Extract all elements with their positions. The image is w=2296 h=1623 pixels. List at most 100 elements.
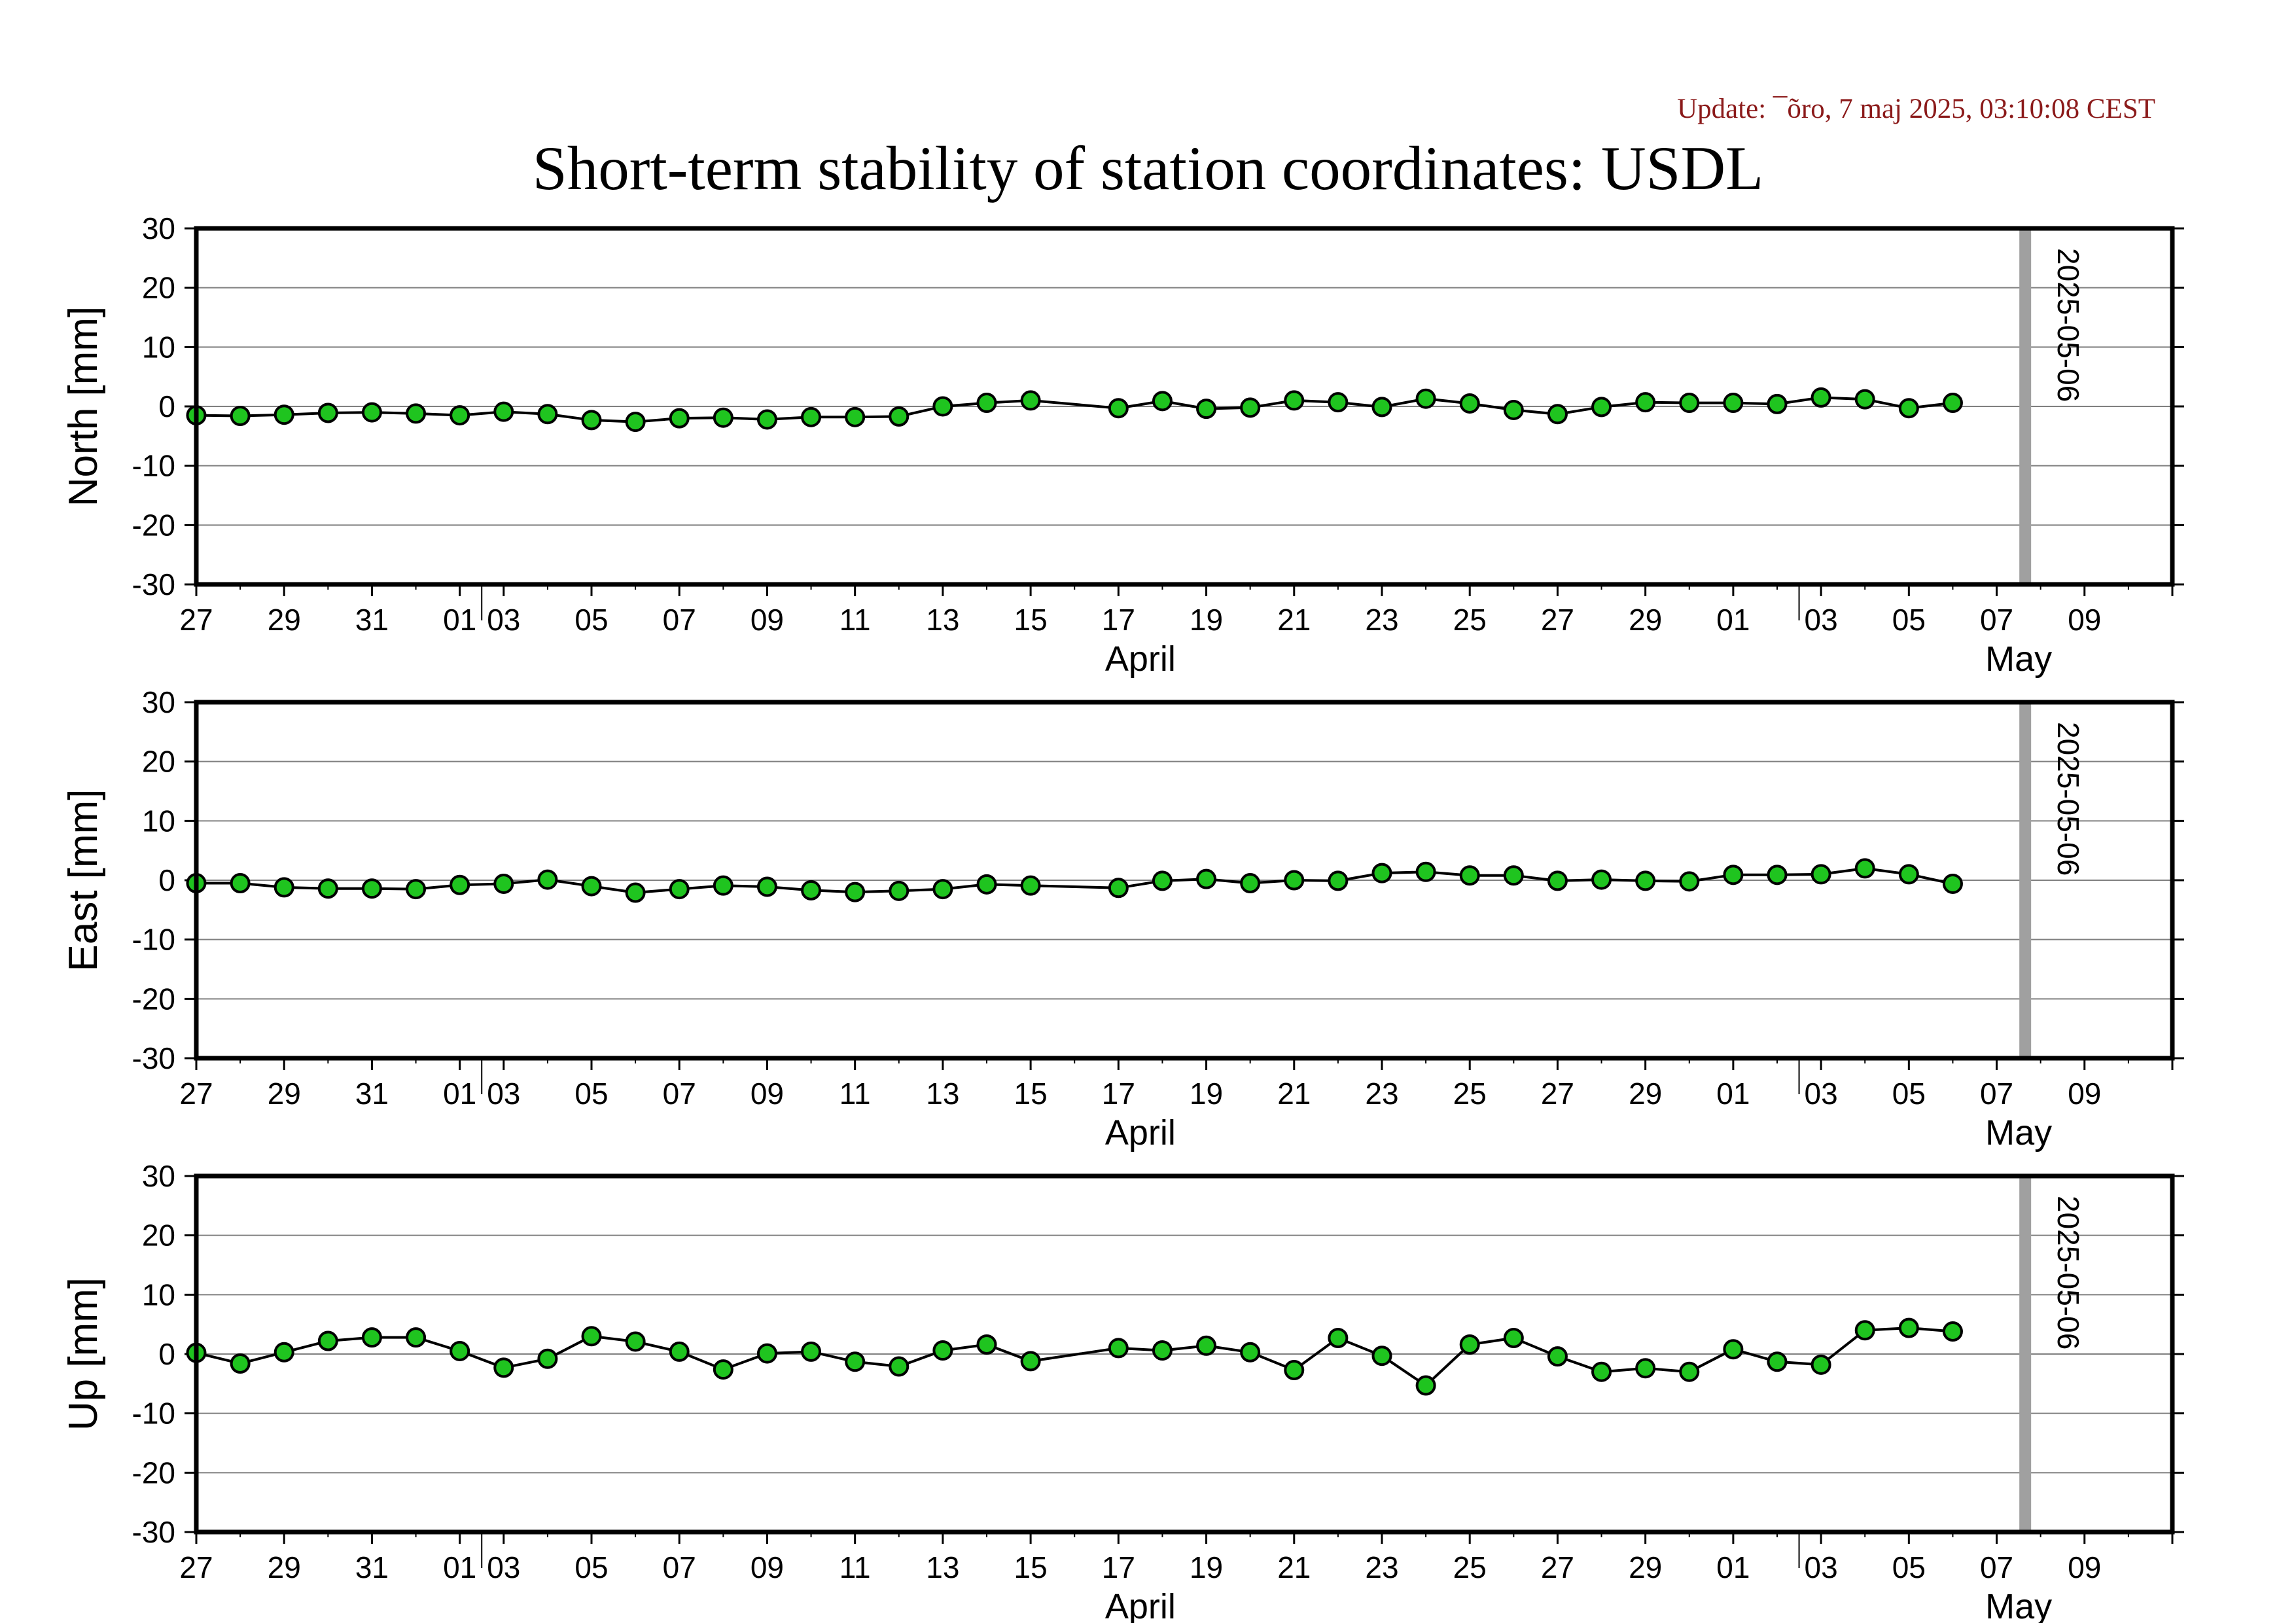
- east-xtick-label: 29: [1629, 1077, 1662, 1111]
- east-xtick-label: 07: [1980, 1077, 2013, 1111]
- up-data-point: [976, 1334, 997, 1355]
- north-data-point: [801, 406, 822, 427]
- east-xtick-label: 29: [268, 1077, 301, 1111]
- up-ytick-label: -30: [132, 1515, 175, 1549]
- north-data-point: [1503, 399, 1524, 420]
- up-data-point: [493, 1357, 514, 1378]
- north-xtick-label: 05: [1892, 603, 1926, 637]
- up-date-marker-label: 2025-05-06: [2051, 1196, 2085, 1349]
- north-ytick-label: 20: [142, 271, 175, 305]
- east-ytick-label: -30: [132, 1041, 175, 1075]
- up-xtick-label: 19: [1190, 1550, 1223, 1584]
- east-xtick-label: 07: [663, 1077, 696, 1111]
- up-data-point: [1635, 1358, 1656, 1379]
- north-plot-frame: [194, 226, 2175, 587]
- up-data-point: [1591, 1361, 1612, 1382]
- up-data-point: [1942, 1321, 1963, 1342]
- up-data-point: [1152, 1340, 1173, 1361]
- north-data-point: [1371, 397, 1392, 418]
- up-xtick-label: 05: [574, 1550, 608, 1584]
- up-xtick-label: 11: [839, 1550, 871, 1584]
- up-data-point: [317, 1330, 338, 1351]
- up-xtick-label: 01: [443, 1550, 476, 1584]
- north-data-point: [756, 409, 777, 430]
- north-xtick-label: 03: [487, 603, 520, 637]
- up-data-point: [1328, 1328, 1349, 1349]
- east-xtick-label: 05: [574, 1077, 608, 1111]
- up-xtick-label: 23: [1365, 1550, 1398, 1584]
- up-data-point: [889, 1356, 910, 1377]
- north-data-point: [625, 412, 646, 433]
- up-xtick-label: 07: [663, 1550, 696, 1584]
- north-data-point: [932, 396, 953, 417]
- east-data-point: [1240, 873, 1261, 894]
- north-data-point: [1635, 392, 1656, 413]
- chart-east: 30 20 10 0 -10 -20 -30 East [mm] 27 29 31 01 03 05 07 0…: [61, 685, 2184, 1152]
- north-data-point: [361, 402, 382, 423]
- up-data-point: [1679, 1361, 1700, 1382]
- east-xtick-label: 01: [1716, 1077, 1750, 1111]
- up-xtick-label: 13: [926, 1550, 959, 1584]
- east-data-point: [1854, 858, 1875, 879]
- up-ytick-label: -10: [132, 1397, 175, 1431]
- east-xtick-label: 01: [443, 1077, 476, 1111]
- east-xtick-label: 09: [751, 1077, 784, 1111]
- east-data-point: [1108, 878, 1129, 899]
- up-data-point: [537, 1348, 558, 1369]
- north-xtick-label: 01: [443, 603, 476, 637]
- north-month-label: May: [1985, 639, 2052, 679]
- north-xtick-label: 15: [1014, 603, 1048, 637]
- east-data-point: [1635, 870, 1656, 891]
- up-data-point: [1240, 1342, 1261, 1363]
- up-data-point: [1108, 1338, 1129, 1359]
- north-xtick-label: 27: [1541, 603, 1574, 637]
- up-xtick-label: 29: [268, 1550, 301, 1584]
- north-xtick-label: 21: [1277, 603, 1311, 637]
- north-data-point: [493, 401, 514, 422]
- up-xtick-label: 27: [179, 1550, 213, 1584]
- north-data-point: [274, 404, 294, 425]
- east-xtick-label: 09: [2068, 1077, 2101, 1111]
- chart-north: 30 20 10 0 -10 -20 -30 North [mm] 27 29 31 01 03 05 07…: [61, 211, 2184, 679]
- north-date-marker-label: 2025-05-06: [2051, 248, 2085, 402]
- east-ylabel: East [mm]: [61, 789, 106, 971]
- up-ylabel: Up [mm]: [61, 1277, 106, 1431]
- north-xtick-label: 29: [268, 603, 301, 637]
- east-xtick-label: 15: [1014, 1077, 1048, 1111]
- north-data-point: [1284, 390, 1305, 411]
- north-data-point: [1591, 397, 1612, 418]
- up-data-point: [1810, 1354, 1831, 1375]
- north-xtick-label: 11: [839, 603, 871, 637]
- east-date-marker-label: 2025-05-06: [2051, 722, 2085, 876]
- east-ytick-label: 20: [142, 745, 175, 779]
- north-data-point: [1723, 393, 1744, 414]
- east-data-point: [1810, 864, 1831, 885]
- north-data-point: [450, 405, 470, 426]
- north-ytick-label: 0: [158, 389, 175, 423]
- north-xtick-label: 29: [1629, 603, 1662, 637]
- east-data-point: [801, 880, 822, 901]
- north-xtick-label: 05: [574, 603, 608, 637]
- north-ytick-label: -20: [132, 508, 175, 542]
- up-xtick-label: 03: [1805, 1550, 1838, 1584]
- up-data-point: [361, 1327, 382, 1348]
- up-data-point: [1196, 1335, 1217, 1356]
- east-xtick-label: 13: [926, 1077, 959, 1111]
- east-data-point: [976, 874, 997, 895]
- up-data-point: [713, 1359, 733, 1380]
- north-ytick-label: -30: [132, 567, 175, 601]
- east-data-point: [756, 876, 777, 897]
- up-data-point: [581, 1326, 602, 1347]
- north-xtick-label: 09: [2068, 603, 2101, 637]
- up-ytick-label: 20: [142, 1219, 175, 1253]
- up-ytick-label: 0: [158, 1337, 175, 1371]
- east-data-point: [889, 880, 910, 901]
- east-data-point: [1371, 863, 1392, 883]
- east-month-label: May: [1985, 1113, 2052, 1152]
- north-data-point: [1767, 393, 1788, 414]
- east-data-point: [1503, 865, 1524, 886]
- north-xtick-label: 17: [1102, 603, 1135, 637]
- east-xtick-label: 25: [1453, 1077, 1487, 1111]
- east-data-point: [1547, 870, 1568, 891]
